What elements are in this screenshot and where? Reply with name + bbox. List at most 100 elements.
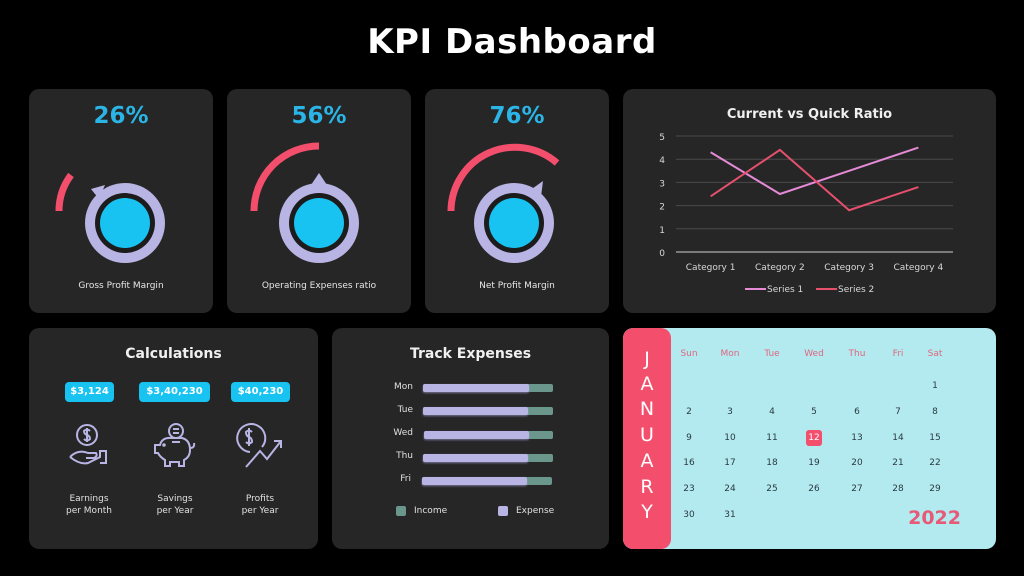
calendar-day[interactable]: 13 — [851, 433, 863, 443]
gauge-card-operating-expenses: 56% Operating Expenses ratio — [227, 89, 411, 313]
weekday-header: Fri — [892, 349, 904, 359]
chart-title: Current vs Quick Ratio — [726, 107, 893, 122]
savings-label: Savings per Year — [156, 494, 194, 516]
x-tick-label: Category 2 — [755, 263, 805, 273]
calendar-day[interactable]: 3 — [727, 407, 733, 417]
month-letter: Y — [641, 501, 653, 523]
calendar-day[interactable]: 27 — [851, 484, 863, 494]
calendar-day[interactable]: 16 — [683, 458, 695, 468]
hand-coin-icon — [69, 424, 107, 465]
expense-bar-wed — [424, 431, 529, 439]
calendar-day[interactable]: 22 — [929, 458, 941, 468]
day-label: Wed — [393, 428, 413, 438]
calendar-day[interactable]: 11 — [766, 433, 778, 443]
legend-label: Series 1 — [767, 285, 803, 295]
savings-value-badge: $3,40,230 — [139, 382, 210, 402]
calendar-day[interactable]: 2 — [686, 407, 692, 417]
gauge-value: 26% — [93, 103, 149, 129]
y-tick-label: 2 — [659, 203, 665, 213]
calendar-day[interactable]: 26 — [808, 484, 820, 494]
income-legend-label: Income — [414, 506, 448, 516]
legend-label: Series 2 — [838, 285, 874, 295]
page-title: KPI Dashboard — [367, 22, 657, 62]
calendar-day[interactable]: 9 — [686, 433, 692, 443]
calendar-day[interactable]: 28 — [892, 484, 904, 494]
expense-legend-label: Expense — [516, 506, 555, 516]
gauge-label: Net Profit Margin — [479, 281, 555, 291]
month-letter: U — [640, 424, 654, 446]
calendar-day[interactable]: 29 — [929, 484, 941, 494]
calendar-day[interactable]: 7 — [895, 407, 901, 417]
income-bar-wed — [424, 431, 553, 439]
calendar-day[interactable]: 14 — [892, 433, 904, 443]
income-bar-mon — [423, 384, 553, 392]
y-tick-label: 0 — [659, 249, 665, 259]
calendar-day[interactable]: 21 — [892, 458, 904, 468]
weekday-header: Sun — [680, 349, 698, 359]
calendar-day[interactable]: 18 — [766, 458, 778, 468]
x-tick-label: Category 1 — [686, 263, 736, 273]
calculations-title: Calculations — [125, 346, 222, 362]
weekday-header: Sat — [927, 349, 943, 359]
calendar-day-selected[interactable]: 12 — [806, 430, 822, 446]
calendar-day[interactable]: 8 — [932, 407, 938, 417]
x-tick-label: Category 3 — [824, 263, 874, 273]
expense-legend-swatch — [498, 506, 508, 516]
income-bar-fri — [422, 477, 552, 485]
calendar-day[interactable]: 19 — [808, 458, 820, 468]
expense-bar-mon — [423, 384, 529, 392]
weekday-header: Mon — [720, 349, 740, 359]
expense-bar-thu — [423, 454, 528, 462]
expense-bar-tue — [423, 407, 528, 415]
month-letter: R — [640, 476, 654, 498]
expense-bar-fri — [422, 477, 527, 485]
income-bar-tue — [423, 407, 553, 415]
day-label: Tue — [397, 405, 413, 415]
calendar-year: 2022 — [908, 507, 961, 529]
calendar-day[interactable]: 5 — [811, 407, 817, 417]
calendar-day[interactable]: 10 — [724, 433, 736, 443]
income-bar-thu — [423, 454, 553, 462]
gauge-value: 56% — [291, 103, 347, 129]
gauge-label: Gross Profit Margin — [78, 281, 164, 291]
calendar-day[interactable]: 4 — [769, 407, 775, 417]
calendar-day[interactable]: 1 — [932, 381, 938, 391]
calendar-day[interactable]: 6 — [854, 407, 860, 417]
calendar-month-strip: J A N U A R Y — [623, 328, 671, 549]
weekday-header: Tue — [764, 349, 780, 359]
calendar-day[interactable]: 17 — [724, 458, 736, 468]
gauge-card-net-profit: 76% Net Profit Margin — [425, 89, 609, 313]
profits-value-badge: $40,230 — [231, 382, 290, 402]
piggy-bank-icon — [154, 423, 196, 467]
calendar-day[interactable]: 20 — [851, 458, 863, 468]
y-tick-label: 1 — [659, 226, 665, 236]
expenses-title: Track Expenses — [409, 346, 532, 362]
calendar-day[interactable]: 30 — [683, 510, 695, 520]
calendar-day[interactable]: 23 — [683, 484, 695, 494]
month-letter: A — [640, 450, 654, 472]
earnings-value-badge: $3,124 — [65, 382, 114, 402]
calendar-day[interactable]: 15 — [929, 433, 941, 443]
day-label: Mon — [394, 382, 413, 392]
calendar-day[interactable]: 25 — [766, 484, 778, 494]
gauge-label: Operating Expenses ratio — [261, 281, 377, 291]
calculations-card: Calculations $3,124 $3,40,230 $40,230 Ea… — [29, 328, 318, 549]
calendar-day[interactable]: 24 — [724, 484, 736, 494]
dollar-growth-icon — [236, 423, 282, 468]
weekday-header: Thu — [848, 349, 866, 359]
income-legend-swatch — [396, 506, 406, 516]
line-chart-card: Current vs Quick Ratio 0 1 2 3 4 5 Category 1 C… — [623, 89, 996, 313]
line-chart: 0 1 2 3 4 5 Category 1 Category 2 Category 3 Cate… — [659, 133, 953, 295]
track-expenses-card: Track Expenses Mon Tue Wed Thu Fri Incom… — [332, 328, 609, 549]
y-tick-label: 3 — [659, 179, 665, 189]
calendar-day[interactable]: 31 — [724, 510, 736, 520]
x-tick-label: Category 4 — [894, 263, 944, 273]
month-letter: J — [644, 348, 650, 370]
earnings-label: Earnings per Month — [65, 494, 113, 516]
y-tick-label: 5 — [659, 133, 665, 143]
gauge-value: 76% — [489, 103, 545, 129]
series-line-2 — [710, 148, 919, 212]
profits-label: Profits per Year — [241, 494, 279, 516]
series-line-1 — [710, 146, 919, 196]
y-tick-label: 4 — [659, 156, 665, 166]
